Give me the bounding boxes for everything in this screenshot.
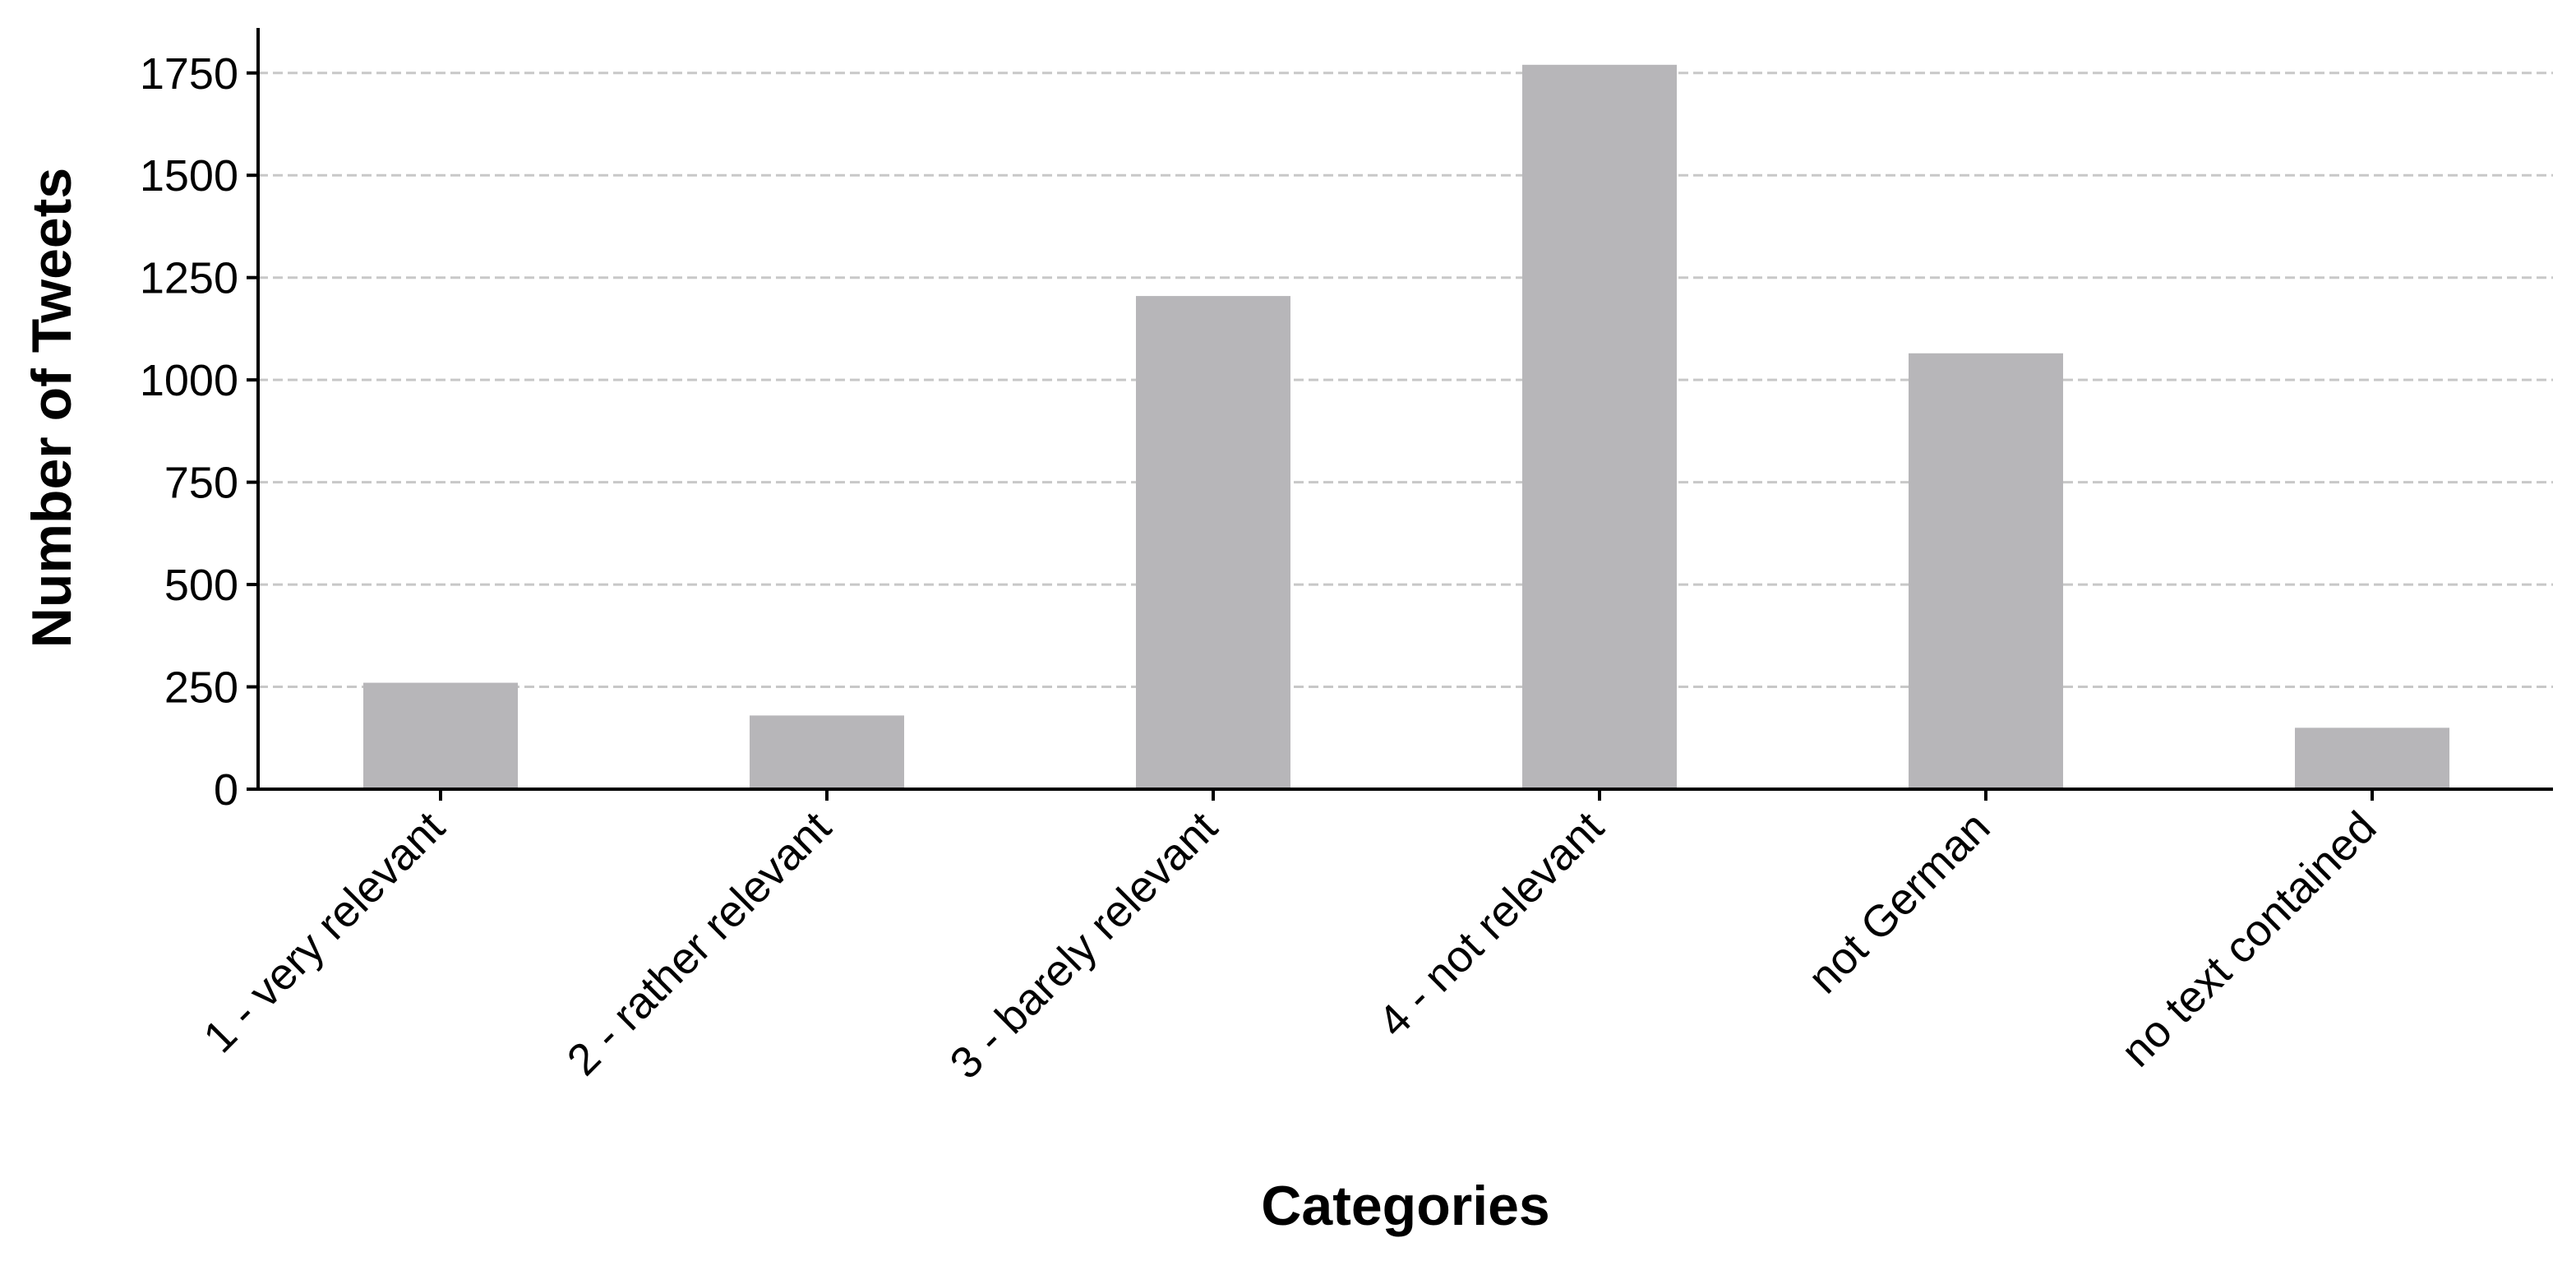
y-tick-label: 1000 — [140, 356, 238, 405]
bar — [2295, 728, 2449, 789]
x-tick-label: no text contained — [2112, 802, 2385, 1076]
y-tick-label: 750 — [164, 459, 238, 508]
y-tick-label: 0 — [214, 765, 238, 815]
y-tick-label: 1250 — [140, 254, 238, 303]
y-tick-label: 1750 — [140, 49, 238, 99]
y-tick-label: 250 — [164, 663, 238, 713]
y-axis-label: Number of Tweets — [21, 168, 83, 648]
y-tick-label: 500 — [164, 561, 238, 610]
bar — [363, 682, 518, 789]
bar — [750, 715, 904, 789]
x-axis-label: Categories — [1261, 1175, 1549, 1237]
x-tick-label: not German — [1798, 802, 1999, 1003]
bar — [1909, 353, 2063, 790]
y-tick-label: 1500 — [140, 151, 238, 201]
bar — [1136, 296, 1290, 789]
x-tick-label: 3 - barely relevant — [940, 802, 1226, 1088]
x-tick-label: 1 - very relevant — [194, 802, 454, 1062]
x-tick-label: 2 - rather relevant — [558, 802, 841, 1085]
bar — [1522, 64, 1677, 789]
x-tick-label: 4 - not relevant — [1369, 802, 1613, 1046]
